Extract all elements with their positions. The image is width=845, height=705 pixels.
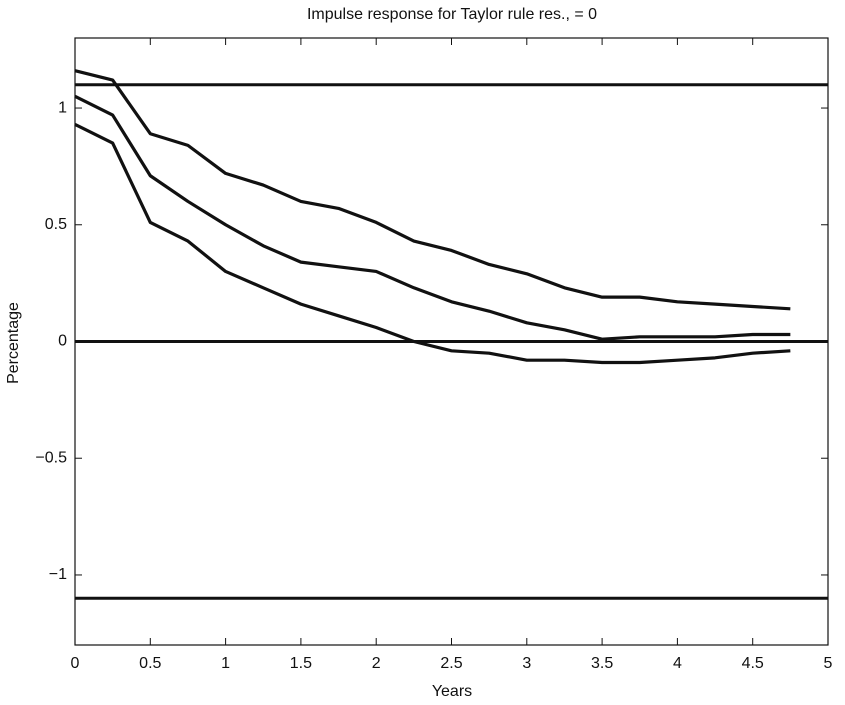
x-tick-label: 2 xyxy=(372,655,381,672)
x-axis-label: Years xyxy=(432,683,472,700)
x-tick-label: 1 xyxy=(221,655,230,672)
y-tick-label: −0.5 xyxy=(35,449,67,466)
x-tick-label: 1.5 xyxy=(290,655,312,672)
y-axis-label: Percentage xyxy=(5,302,22,384)
y-tick-label: 0 xyxy=(58,333,67,350)
x-tick-label: 4.5 xyxy=(742,655,764,672)
y-tick-label: 0.5 xyxy=(45,216,67,233)
series-line xyxy=(74,94,791,341)
series-line xyxy=(74,69,791,311)
x-tick-label: 2.5 xyxy=(440,655,462,672)
x-tick-label: 3 xyxy=(522,655,531,672)
x-tick-label: 3.5 xyxy=(591,655,613,672)
x-tick-label: 5 xyxy=(824,655,833,672)
series-line xyxy=(74,122,791,365)
x-tick-label: 0 xyxy=(71,655,80,672)
y-tick-label: −1 xyxy=(49,566,67,583)
chart-title: Impulse response for Taylor rule res., =… xyxy=(307,6,597,23)
x-tick-label: 0.5 xyxy=(139,655,161,672)
x-tick-label: 4 xyxy=(673,655,682,672)
y-tick-label: 1 xyxy=(58,99,67,116)
